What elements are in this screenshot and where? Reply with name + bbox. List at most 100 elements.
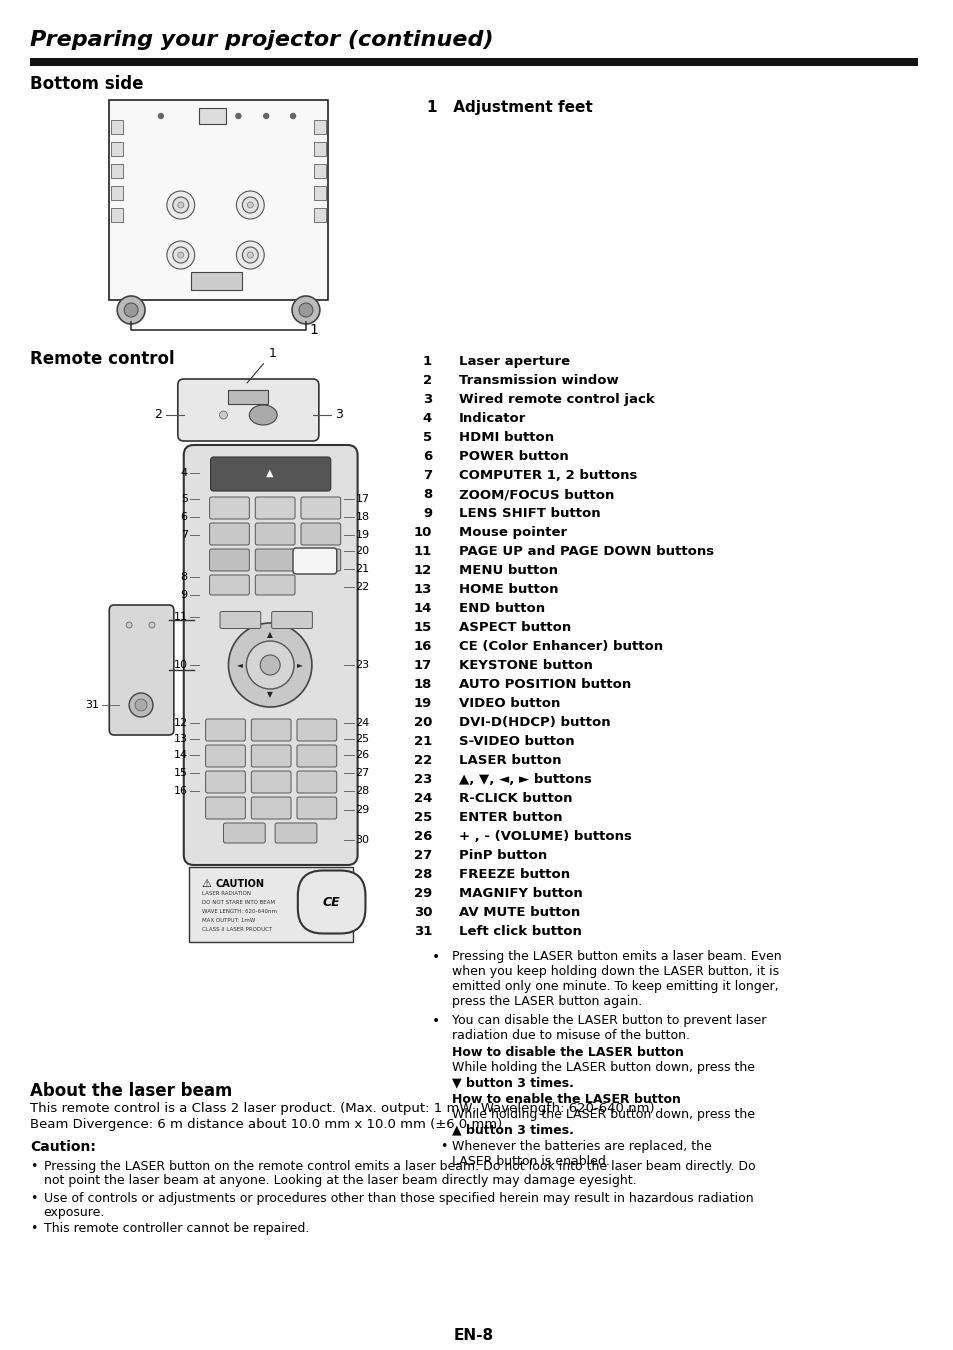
Text: 25: 25 [355,734,370,744]
Text: ◄: ◄ [237,660,243,670]
Bar [314,208,326,221]
Text: FREEZE button: FREEZE button [458,868,570,882]
Text: PinP button: PinP button [458,849,547,863]
Text: S-VIDEO button: S-VIDEO button [458,734,574,748]
Text: 3: 3 [335,409,342,421]
Text: Left click button: Left click button [458,925,581,938]
Text: exposure.: exposure. [44,1206,105,1219]
Text: 16: 16 [173,786,188,796]
FancyBboxPatch shape [184,446,357,865]
Text: While holding the LASER button down, press the: While holding the LASER button down, pre… [452,1061,754,1075]
Text: 28: 28 [355,786,370,796]
Text: LENS SHIFT button: LENS SHIFT button [458,508,599,520]
Text: 13: 13 [414,583,432,595]
Circle shape [247,202,253,208]
Circle shape [129,693,152,717]
FancyBboxPatch shape [206,745,245,767]
Text: •: • [30,1192,37,1206]
Circle shape [260,655,280,675]
Text: While holding the LASER button down, press the: While holding the LASER button down, pre… [452,1108,754,1120]
Bar [112,208,123,221]
Text: ▲ button 3 times.: ▲ button 3 times. [452,1123,574,1135]
FancyBboxPatch shape [272,612,312,629]
Text: AV MUTE button: AV MUTE button [458,906,579,919]
Circle shape [149,622,154,628]
FancyBboxPatch shape [210,497,249,518]
Circle shape [177,252,184,258]
Text: ENTER button: ENTER button [458,811,562,824]
Text: 1: 1 [310,323,318,338]
Text: Mouse pointer: Mouse pointer [458,526,566,539]
FancyBboxPatch shape [296,745,336,767]
Text: + , - (VOLUME) buttons: + , - (VOLUME) buttons [458,830,631,842]
Text: This remote controller cannot be repaired.: This remote controller cannot be repaire… [44,1222,309,1235]
FancyBboxPatch shape [300,522,340,545]
Bar [314,186,326,200]
Text: EN-8: EN-8 [454,1328,494,1343]
Circle shape [219,410,227,418]
Bar [189,867,353,942]
Text: •: • [439,1139,447,1153]
Bar [228,390,268,404]
Text: About the laser beam: About the laser beam [30,1081,232,1100]
Text: Wired remote control jack: Wired remote control jack [458,393,654,406]
Text: You can disable the LASER button to prevent laser: You can disable the LASER button to prev… [452,1014,765,1027]
Circle shape [158,113,163,119]
Text: 11: 11 [173,612,188,622]
Text: 25: 25 [414,811,432,824]
Text: ZOOM/FOCUS button: ZOOM/FOCUS button [458,487,614,501]
Text: CLASS II LASER PRODUCT: CLASS II LASER PRODUCT [201,927,272,931]
Text: radiation due to misuse of the button.: radiation due to misuse of the button. [452,1029,689,1042]
Circle shape [291,113,295,119]
Bar [314,120,326,134]
FancyBboxPatch shape [255,522,294,545]
Circle shape [126,622,132,628]
Text: 4: 4 [422,412,432,425]
Text: •: • [30,1160,37,1173]
Text: ▲, ▼, ◄, ► buttons: ▲, ▼, ◄, ► buttons [458,774,591,786]
Text: HDMI button: HDMI button [458,431,554,444]
Text: 31: 31 [85,701,99,710]
FancyBboxPatch shape [220,612,260,629]
Text: How to enable the LASER button: How to enable the LASER button [452,1094,680,1106]
FancyBboxPatch shape [223,824,265,842]
Text: This remote control is a Class 2 laser product. (Max. output: 1 mW, Wavelength: : This remote control is a Class 2 laser p… [30,1102,654,1115]
FancyBboxPatch shape [177,379,318,441]
FancyBboxPatch shape [251,771,291,792]
Text: 7: 7 [422,468,432,482]
Text: ▼ button 3 times.: ▼ button 3 times. [452,1076,574,1089]
Text: when you keep holding down the LASER button, it is: when you keep holding down the LASER but… [452,965,779,977]
Text: HOME button: HOME button [458,583,558,595]
Text: LASER RADIATION: LASER RADIATION [201,891,251,896]
Text: 16: 16 [414,640,432,653]
Text: 23: 23 [355,660,370,670]
FancyBboxPatch shape [300,549,340,571]
FancyBboxPatch shape [296,796,336,819]
Circle shape [228,622,312,707]
FancyBboxPatch shape [296,771,336,792]
Text: Transmission window: Transmission window [458,374,618,387]
Text: 26: 26 [355,751,370,760]
FancyBboxPatch shape [206,796,245,819]
Text: END button: END button [458,602,544,616]
Circle shape [172,197,189,213]
FancyBboxPatch shape [251,745,291,767]
Text: CAUTION: CAUTION [215,879,264,890]
Text: 27: 27 [414,849,432,863]
Circle shape [235,113,240,119]
Text: 6: 6 [180,512,188,522]
Circle shape [236,242,264,269]
Text: ▼: ▼ [267,690,273,699]
FancyBboxPatch shape [210,549,249,571]
Text: •: • [432,950,440,964]
Text: 28: 28 [414,868,432,882]
Text: MENU button: MENU button [458,564,558,576]
Text: 21: 21 [414,734,432,748]
Text: 22: 22 [414,755,432,767]
Text: 2: 2 [153,409,162,421]
Text: press the LASER button again.: press the LASER button again. [452,995,641,1008]
FancyBboxPatch shape [210,575,249,595]
Text: Use of controls or adjustments or procedures other than those specified herein m: Use of controls or adjustments or proced… [44,1192,753,1206]
Circle shape [177,202,184,208]
FancyBboxPatch shape [206,720,245,741]
